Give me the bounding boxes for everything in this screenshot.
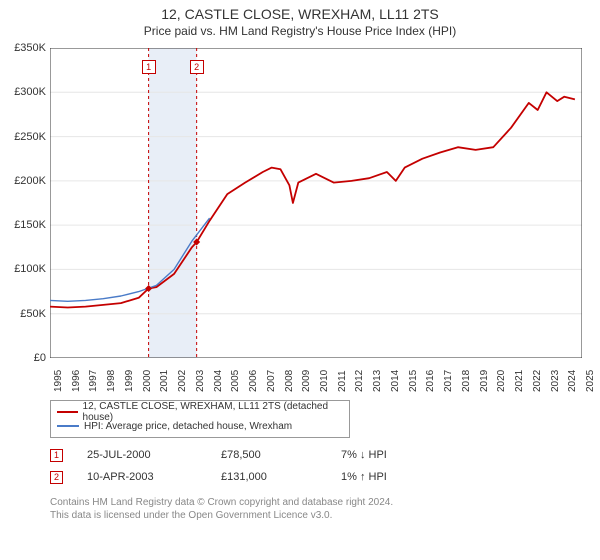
x-axis-label: 1999 bbox=[124, 370, 135, 392]
x-axis-label: 2000 bbox=[142, 370, 153, 392]
x-axis-label: 2011 bbox=[337, 370, 348, 392]
x-axis-label: 2001 bbox=[159, 370, 170, 392]
line-chart bbox=[50, 48, 582, 358]
x-axis-label: 2003 bbox=[195, 370, 206, 392]
y-axis-label: £100K bbox=[14, 263, 46, 275]
legend-label: HPI: Average price, detached house, Wrex… bbox=[84, 421, 292, 432]
x-axis-label: 1995 bbox=[53, 370, 64, 392]
footer-line1: Contains HM Land Registry data © Crown c… bbox=[50, 496, 393, 509]
x-axis-label: 1996 bbox=[71, 370, 82, 392]
legend-swatch bbox=[57, 425, 79, 427]
x-axis-label: 2020 bbox=[496, 370, 507, 392]
x-axis-label: 2023 bbox=[550, 370, 561, 392]
x-axis-label: 2004 bbox=[213, 370, 224, 392]
cell-price: £131,000 bbox=[221, 471, 341, 483]
event-marker-icon: 2 bbox=[50, 471, 63, 484]
y-axis-label: £250K bbox=[14, 131, 46, 143]
x-axis-label: 2012 bbox=[354, 370, 365, 392]
x-axis-label: 2024 bbox=[567, 370, 578, 392]
x-axis-label: 2017 bbox=[443, 370, 454, 392]
x-axis-label: 2018 bbox=[461, 370, 472, 392]
x-axis-label: 2016 bbox=[425, 370, 436, 392]
chart-container: £0£50K£100K£150K£200K£250K£300K£350K 199… bbox=[50, 48, 582, 358]
legend: 12, CASTLE CLOSE, WREXHAM, LL11 2TS (det… bbox=[50, 400, 350, 438]
x-axis-label: 2021 bbox=[514, 370, 525, 392]
x-axis-label: 2010 bbox=[319, 370, 330, 392]
cell-date: 25-JUL-2000 bbox=[87, 449, 221, 461]
x-axis-label: 2005 bbox=[230, 370, 241, 392]
cell-hpi-delta: 1% ↑ HPI bbox=[341, 471, 421, 483]
footer-line2: This data is licensed under the Open Gov… bbox=[50, 509, 393, 522]
y-axis-label: £0 bbox=[34, 352, 46, 364]
transactions-table: 1 25-JUL-2000 £78,500 7% ↓ HPI 2 10-APR-… bbox=[50, 444, 421, 488]
y-axis-label: £300K bbox=[14, 86, 46, 98]
table-row: 2 10-APR-2003 £131,000 1% ↑ HPI bbox=[50, 466, 421, 488]
legend-swatch bbox=[57, 411, 78, 413]
legend-item-series1: 12, CASTLE CLOSE, WREXHAM, LL11 2TS (det… bbox=[57, 405, 343, 419]
x-axis-label: 1997 bbox=[88, 370, 99, 392]
y-axis-label: £200K bbox=[14, 175, 46, 187]
x-axis-label: 2014 bbox=[390, 370, 401, 392]
attribution-footer: Contains HM Land Registry data © Crown c… bbox=[50, 496, 393, 522]
x-axis-label: 2025 bbox=[585, 370, 596, 392]
y-axis-label: £350K bbox=[14, 42, 46, 54]
y-axis-label: £150K bbox=[14, 219, 46, 231]
x-axis-label: 2008 bbox=[284, 370, 295, 392]
cell-price: £78,500 bbox=[221, 449, 341, 461]
chart-title: 12, CASTLE CLOSE, WREXHAM, LL11 2TS bbox=[0, 6, 600, 22]
x-axis-label: 2015 bbox=[408, 370, 419, 392]
y-axis-label: £50K bbox=[20, 308, 46, 320]
x-axis-label: 2009 bbox=[301, 370, 312, 392]
event-marker-icon: 2 bbox=[190, 60, 204, 74]
x-axis-label: 2007 bbox=[266, 370, 277, 392]
x-axis-label: 1998 bbox=[106, 370, 117, 392]
x-axis-label: 2002 bbox=[177, 370, 188, 392]
table-row: 1 25-JUL-2000 £78,500 7% ↓ HPI bbox=[50, 444, 421, 466]
event-marker-icon: 1 bbox=[142, 60, 156, 74]
x-axis-label: 2013 bbox=[372, 370, 383, 392]
event-marker-icon: 1 bbox=[50, 449, 63, 462]
x-axis-label: 2022 bbox=[532, 370, 543, 392]
cell-hpi-delta: 7% ↓ HPI bbox=[341, 449, 421, 461]
x-axis-label: 2019 bbox=[479, 370, 490, 392]
cell-date: 10-APR-2003 bbox=[87, 471, 221, 483]
x-axis-label: 2006 bbox=[248, 370, 259, 392]
chart-subtitle: Price paid vs. HM Land Registry's House … bbox=[0, 24, 600, 38]
